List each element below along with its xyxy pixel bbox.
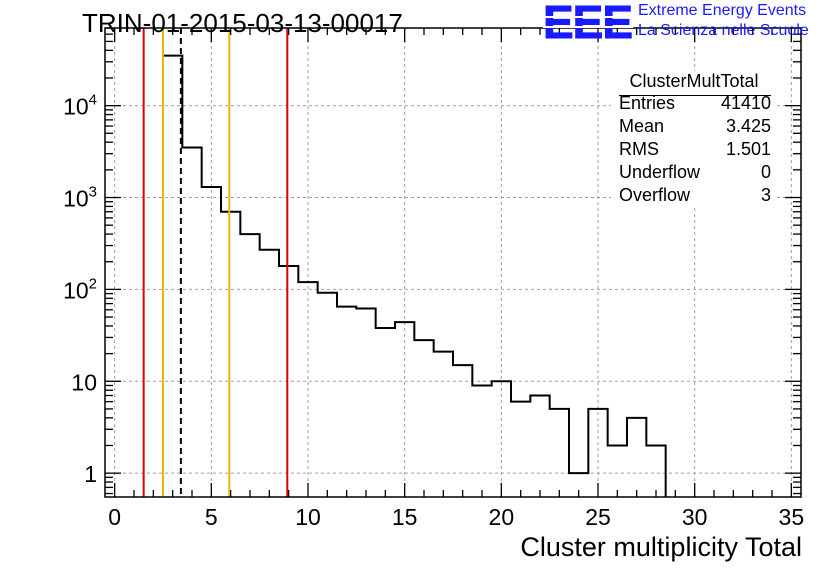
histogram-bin bbox=[163, 56, 182, 497]
y-tick-label: 1 bbox=[84, 461, 97, 487]
histogram-outline bbox=[162, 54, 667, 497]
histogram-bin bbox=[434, 352, 453, 497]
stats-value: 1.501 bbox=[725, 139, 771, 159]
x-tick-label: 25 bbox=[585, 504, 611, 530]
stats-value: 3.425 bbox=[725, 116, 771, 136]
stats-box: ClusterMultTotal Entries 41410 Mean 3.42… bbox=[611, 71, 777, 207]
y-tick-label: 10 bbox=[71, 369, 97, 395]
eee-logo-icon: EEE bbox=[543, 2, 633, 42]
histogram-bin bbox=[453, 365, 472, 497]
chart-title: TRIN-01-2015-03-13-00017 bbox=[82, 8, 403, 38]
stats-key: Mean bbox=[619, 116, 665, 136]
histogram-bin bbox=[646, 445, 665, 497]
x-tick-label: 30 bbox=[682, 504, 708, 530]
x-tick-label: 5 bbox=[205, 504, 218, 530]
histogram-bin bbox=[492, 381, 511, 497]
stats-key: Underflow bbox=[619, 162, 701, 182]
stats-value: 0 bbox=[760, 162, 771, 182]
histogram-bin bbox=[182, 148, 201, 497]
stats-row-rms: RMS 1.501 bbox=[619, 139, 771, 161]
y-tick-label: 102 bbox=[63, 275, 97, 303]
x-axis-label: Cluster multiplicity Total bbox=[520, 532, 802, 562]
stats-row-overflow: Overflow 3 bbox=[619, 185, 771, 207]
stats-value: 41410 bbox=[720, 93, 771, 113]
stats-row-entries: Entries 41410 bbox=[619, 93, 771, 115]
stats-row-underflow: Underflow 0 bbox=[619, 162, 771, 184]
x-tick-label: 20 bbox=[489, 504, 515, 530]
stats-title: ClusterMultTotal bbox=[629, 71, 759, 91]
x-tick-label: 0 bbox=[108, 504, 121, 530]
histogram-bin bbox=[240, 234, 259, 497]
x-tick-label: 15 bbox=[392, 504, 418, 530]
stats-row-mean: Mean 3.425 bbox=[619, 116, 771, 138]
histogram-bin bbox=[376, 328, 395, 497]
svg-text:EEE: EEE bbox=[543, 2, 632, 42]
y-tick-label: 104 bbox=[63, 92, 97, 120]
histogram-bin bbox=[279, 266, 298, 497]
logo-line-2: La Scienza nelle Scuole bbox=[638, 22, 809, 39]
stats-key: Entries bbox=[619, 93, 676, 113]
histogram-bin bbox=[202, 187, 221, 497]
x-tick-label: 35 bbox=[779, 504, 805, 530]
stats-value: 3 bbox=[760, 185, 771, 205]
histogram-bin bbox=[260, 250, 279, 497]
x-tick-label: 10 bbox=[295, 504, 321, 530]
histogram-bin bbox=[608, 445, 627, 497]
histogram-bin bbox=[530, 396, 549, 497]
histogram-bin bbox=[337, 307, 356, 497]
histogram-bin bbox=[414, 340, 433, 497]
histogram-bin bbox=[511, 402, 530, 497]
stats-key: RMS bbox=[619, 139, 659, 159]
plot-frame bbox=[104, 27, 802, 498]
y-tick-label: 103 bbox=[63, 184, 97, 212]
histogram-bin bbox=[298, 282, 317, 497]
histogram-bin bbox=[356, 308, 375, 497]
histogram-bin bbox=[395, 322, 414, 497]
histogram-bin bbox=[318, 293, 337, 497]
stats-divider bbox=[619, 95, 771, 96]
histogram-bin bbox=[627, 418, 646, 497]
histogram-bin bbox=[472, 385, 491, 497]
histogram-bin bbox=[221, 212, 240, 497]
logo-line-1: Extreme Energy Events bbox=[638, 2, 807, 19]
histogram-bin bbox=[550, 409, 569, 497]
stats-key: Overflow bbox=[619, 185, 691, 205]
